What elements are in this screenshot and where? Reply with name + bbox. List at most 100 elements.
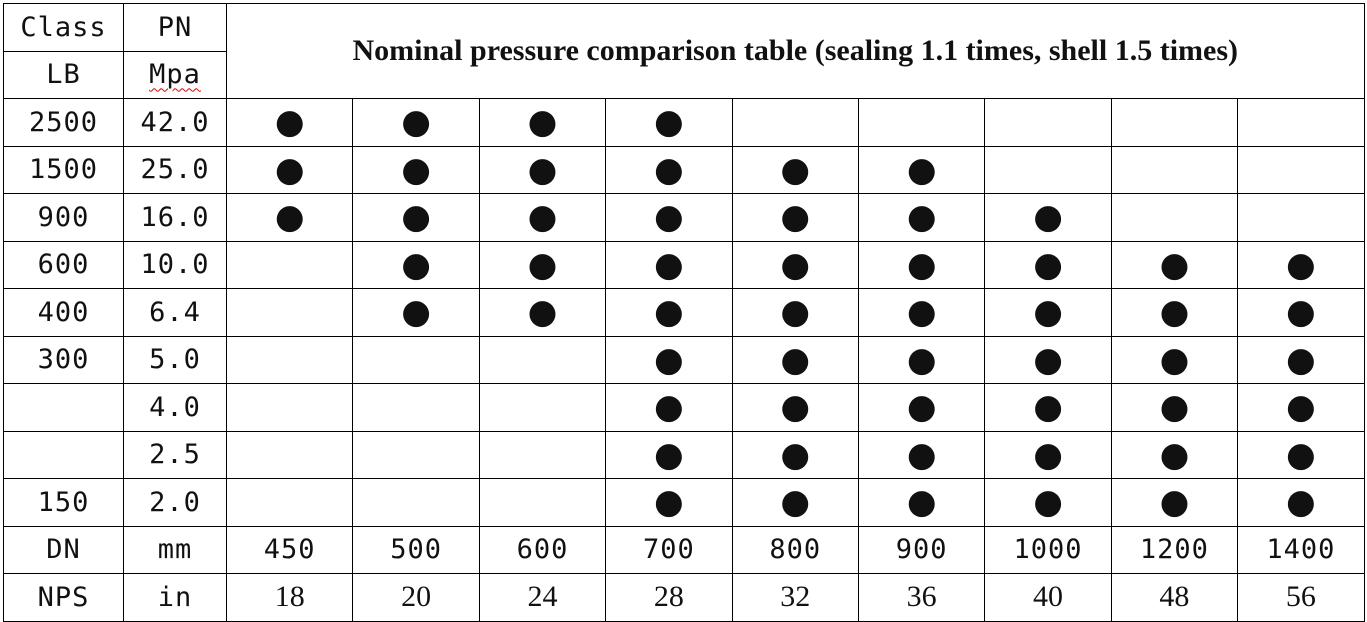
table-title: Nominal pressure comparison table (seali… [226, 3, 1365, 99]
class-cell: 400 [3, 288, 124, 337]
availability-cell: ● [605, 193, 733, 242]
availability-cell [478, 335, 607, 384]
availability-cell: ● [225, 98, 354, 147]
nps-value: 48 [1110, 573, 1239, 622]
pn-cell: 4.0 [123, 383, 227, 432]
class-cell [3, 430, 124, 479]
availability-cell: ● [352, 240, 480, 289]
class-cell: 1500 [3, 145, 124, 194]
availability-cell: ● [478, 193, 607, 242]
availability-cell: ● [857, 240, 986, 289]
availability-cell: ● [1110, 240, 1239, 289]
dn-value: 1000 [984, 525, 1112, 574]
availability-cell [984, 145, 1112, 194]
availability-cell: ● [1110, 288, 1239, 337]
availability-cell [857, 98, 986, 147]
dn-value: 900 [857, 525, 986, 574]
availability-cell: ● [984, 193, 1112, 242]
availability-cell [478, 383, 607, 432]
availability-cell: ● [1237, 335, 1365, 384]
availability-cell: ● [731, 383, 859, 432]
nps-value: 20 [352, 573, 480, 622]
availability-cell: ● [731, 145, 859, 194]
availability-cell [225, 478, 354, 527]
availability-cell: ● [478, 288, 607, 337]
header-row: LB Mpa [3, 50, 1365, 99]
nps-row: NPS in 18 20 24 28 32 36 40 48 56 [3, 573, 1365, 622]
pn-cell: 10.0 [123, 240, 227, 289]
nps-value: 40 [984, 573, 1112, 622]
availability-cell: ● [731, 335, 859, 384]
class-cell: 900 [3, 193, 124, 242]
lb-header: LB [3, 50, 124, 99]
nps-value: 36 [857, 573, 986, 622]
availability-cell: ● [731, 430, 859, 479]
availability-cell: ● [984, 478, 1112, 527]
availability-cell [731, 98, 859, 147]
nps-value: 32 [731, 573, 859, 622]
availability-cell: ● [478, 98, 607, 147]
availability-cell [1110, 98, 1239, 147]
availability-cell [478, 430, 607, 479]
pn-cell: 42.0 [123, 98, 227, 147]
nps-label: NPS [3, 573, 124, 622]
availability-cell: ● [857, 288, 986, 337]
availability-cell: ● [984, 288, 1112, 337]
class-cell: 2500 [3, 98, 124, 147]
availability-cell [225, 335, 354, 384]
nps-unit: in [123, 573, 227, 622]
availability-cell: ● [857, 193, 986, 242]
availability-cell [1237, 98, 1365, 147]
availability-cell [984, 98, 1112, 147]
pn-cell: 16.0 [123, 193, 227, 242]
nps-value: 28 [605, 573, 733, 622]
availability-cell: ● [352, 193, 480, 242]
availability-cell: ● [478, 240, 607, 289]
availability-cell [225, 383, 354, 432]
availability-cell: ● [225, 193, 354, 242]
class-cell: 600 [3, 240, 124, 289]
availability-cell: ● [857, 145, 986, 194]
availability-cell [225, 288, 354, 337]
availability-cell: ● [984, 383, 1112, 432]
pn-cell: 6.4 [123, 288, 227, 337]
dn-row: DN mm 450 500 600 700 800 900 1000 1200 1400 [3, 525, 1365, 574]
pn-cell: 5.0 [123, 335, 227, 384]
availability-cell: ● [1110, 478, 1239, 527]
nps-value: 18 [225, 573, 354, 622]
availability-cell: ● [857, 383, 986, 432]
availability-cell: ● [605, 98, 733, 147]
availability-cell: ● [1237, 240, 1365, 289]
nps-value: 56 [1237, 573, 1365, 622]
availability-cell [225, 240, 354, 289]
data-row: 600 10.0 ● ● ● ● ● ● ● ● [3, 240, 1365, 289]
availability-cell: ● [605, 288, 733, 337]
availability-cell [352, 430, 480, 479]
availability-cell: ● [984, 335, 1112, 384]
availability-cell [352, 335, 480, 384]
availability-cell: ● [352, 145, 480, 194]
availability-cell: ● [605, 383, 733, 432]
class-header: Class [3, 3, 124, 52]
data-row: 2.5 ● ● ● ● ● ● [3, 430, 1365, 479]
availability-cell: ● [857, 430, 986, 479]
availability-cell: ● [225, 145, 354, 194]
availability-cell: ● [352, 98, 480, 147]
pressure-table: Class PN Nominal pressure comparison tab… [3, 3, 1365, 622]
availability-cell: ● [1237, 478, 1365, 527]
availability-cell: ● [605, 145, 733, 194]
availability-cell [225, 430, 354, 479]
availability-cell: ● [605, 478, 733, 527]
availability-cell [1237, 145, 1365, 194]
dn-value: 600 [478, 525, 607, 574]
header-row: Class PN Nominal pressure comparison tab… [3, 3, 1365, 99]
availability-cell [1110, 145, 1239, 194]
availability-cell [478, 478, 607, 527]
availability-cell: ● [1110, 430, 1239, 479]
availability-cell: ● [1110, 335, 1239, 384]
availability-cell: ● [605, 240, 733, 289]
data-row: 150 2.0 ● ● ● ● ● ● [3, 478, 1365, 527]
availability-cell: ● [731, 240, 859, 289]
pn-cell: 2.5 [123, 430, 227, 479]
